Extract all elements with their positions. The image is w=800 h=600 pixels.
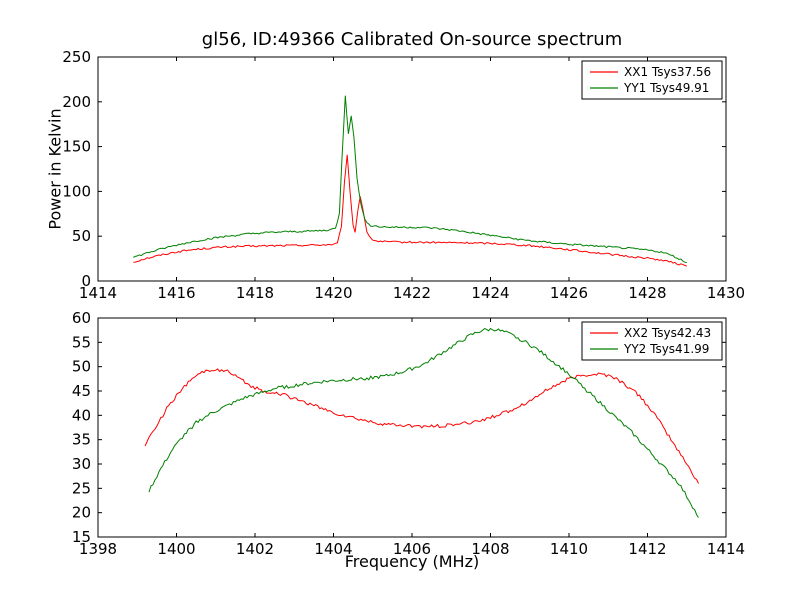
x-tick-label: 1412 (628, 540, 666, 558)
y-tick-label: 50 (72, 358, 91, 376)
x-tick-label: 1400 (157, 540, 195, 558)
tick-labels: 1414 1416 1418 1420 1422 1424 1426 1428 1430 0 50 1… (62, 48, 745, 302)
legend-box (581, 321, 723, 361)
y-tick-label: 40 (72, 406, 91, 424)
x-tick-label: 1424 (471, 284, 509, 302)
y-tick-label: 30 (72, 455, 91, 473)
x-tick-label: 1418 (236, 284, 274, 302)
y-tick-label: 100 (62, 182, 91, 200)
series-YY2 (148, 327, 699, 518)
x-tick-label: 1406 (393, 540, 431, 558)
series-YY1 (133, 95, 687, 264)
x-tick-label: 1426 (550, 284, 588, 302)
y-tick-label: 50 (72, 227, 91, 245)
x-tick-label: 1414 (707, 540, 745, 558)
y-tick-label: 200 (62, 93, 91, 111)
x-tick-label: 1422 (393, 284, 431, 302)
x-tick-label: 1410 (550, 540, 588, 558)
top-chart: 1414 1416 1418 1420 1422 1424 1426 1428 1430 0 50 1… (62, 48, 745, 302)
series-XX2 (144, 368, 699, 484)
y-tick-label: 45 (72, 382, 91, 400)
x-tick-label: 1398 (79, 540, 117, 558)
x-tick-label: 1408 (471, 540, 509, 558)
ticks (97, 56, 727, 282)
x-tick-label: 1428 (628, 284, 666, 302)
y-tick-label: 150 (62, 138, 91, 156)
x-tick-label: 1414 (79, 284, 117, 302)
legend-label: YY2 Tsys41.99 (623, 342, 709, 356)
legend: XX2 Tsys42.43 YY2 Tsys41.99 (581, 321, 723, 361)
y-tick-label: 250 (62, 48, 91, 66)
ticks (97, 317, 727, 538)
y-tick-label: 15 (72, 528, 91, 546)
tick-labels: 1398 1400 1402 1404 1406 1408 1410 1412 1414 15 20… (72, 309, 745, 558)
x-tick-label: 1402 (236, 540, 274, 558)
bottom-chart: 1398 1400 1402 1404 1406 1408 1410 1412 1414 15 20… (72, 309, 745, 558)
x-tick-label: 1416 (157, 284, 195, 302)
x-tick-label: 1420 (314, 284, 352, 302)
legend: XX1 Tsys37.56 YY1 Tsys49.91 (581, 60, 723, 100)
x-axis-label: Frequency (MHz) (344, 552, 480, 571)
figure-title: gl56, ID:49366 Calibrated On-source spec… (201, 29, 623, 50)
y-tick-label: 20 (72, 504, 91, 522)
y-tick-label: 25 (72, 479, 91, 497)
y-tick-label: 35 (72, 431, 91, 449)
legend-label: YY1 Tsys49.91 (623, 81, 709, 95)
x-tick-label: 1404 (314, 540, 352, 558)
legend-label: XX2 Tsys42.43 (624, 326, 711, 340)
legend-label: XX1 Tsys37.56 (624, 65, 711, 79)
y-tick-label: 60 (72, 309, 91, 327)
x-tick-label: 1430 (707, 284, 745, 302)
series-XX1 (133, 154, 687, 267)
legend-box (581, 60, 723, 100)
y-tick-label: 0 (81, 272, 91, 290)
y-tick-label: 55 (72, 333, 91, 351)
